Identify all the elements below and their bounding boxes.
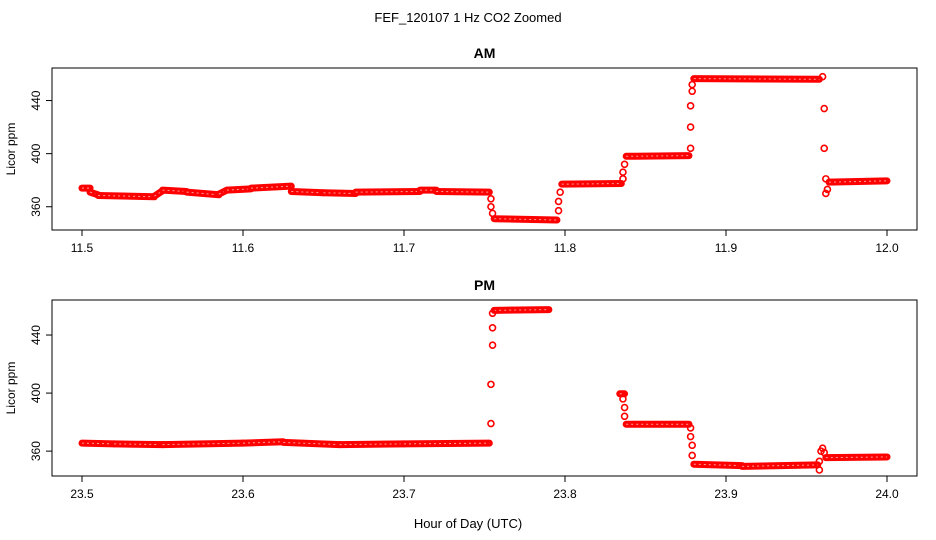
y-tick-label: 440 (29, 325, 43, 345)
data-trace-segment (738, 461, 822, 470)
data-trace-texture (494, 218, 557, 221)
y-axis-label: Licor ppm (4, 123, 18, 176)
data-trace-texture (693, 78, 820, 80)
panel-title: AM (474, 45, 496, 61)
data-point (686, 424, 695, 432)
data-point (822, 175, 830, 183)
data-trace-texture (98, 194, 155, 198)
y-tick-label: 360 (29, 441, 43, 461)
data-trace-texture (226, 188, 252, 191)
data-trace-texture (436, 190, 490, 193)
y-tick-label: 360 (29, 196, 43, 216)
data-trace-segment (279, 438, 344, 449)
data-trace-texture (825, 456, 888, 459)
x-tick-label: 11.5 (71, 241, 94, 255)
data-trace-texture (162, 442, 244, 446)
x-tick-label: 11.7 (393, 241, 416, 255)
data-point (822, 189, 830, 198)
x-tick-label: 24.0 (875, 487, 899, 501)
data-point (688, 451, 696, 460)
data-point (619, 168, 627, 177)
data-trace-texture (114, 443, 163, 446)
data-trace-texture (242, 441, 284, 444)
data-point (815, 466, 824, 474)
y-axis-label: Licor ppm (4, 362, 18, 415)
data-point (487, 380, 495, 389)
data-point (487, 194, 495, 203)
data-trace-texture (323, 192, 356, 194)
data-trace-texture (355, 190, 421, 193)
x-tick-label: 12.0 (875, 241, 899, 255)
data-point (818, 444, 827, 453)
data-trace-texture (251, 185, 292, 189)
x-tick-label: 23.5 (70, 487, 94, 501)
y-tick-label: 440 (29, 90, 43, 110)
x-tick-label: 11.9 (715, 241, 738, 255)
data-point (554, 206, 563, 215)
data-trace-texture (218, 189, 228, 195)
data-point (620, 160, 629, 169)
data-trace-segment (400, 439, 493, 448)
data-trace-segment (336, 440, 408, 449)
data-trace-texture (89, 191, 99, 196)
data-trace-texture (626, 155, 689, 157)
data-trace-segment (825, 177, 891, 186)
data-point (688, 80, 696, 89)
x-tick-label: 23.8 (553, 487, 577, 501)
data-trace-segment (352, 187, 424, 196)
data-point (818, 72, 827, 81)
data-point (554, 197, 563, 206)
y-tick-label: 400 (29, 143, 43, 163)
data-point (820, 448, 829, 457)
data-trace-segment (94, 191, 158, 201)
data-point (815, 457, 824, 466)
data-point (686, 144, 695, 153)
panel-pm: PM Licor ppm 23.5 23.6 23.7 23.8 23.9 24.0 360 40… (4, 277, 918, 501)
x-tick-label: 23.7 (392, 487, 416, 501)
data-point (820, 104, 829, 113)
data-point (488, 323, 497, 332)
data-trace-texture (283, 441, 340, 446)
x-tick-label: 11.8 (554, 241, 577, 255)
x-tick-label: 23.9 (714, 487, 738, 501)
data-trace-texture (494, 309, 549, 311)
data-point (488, 309, 497, 318)
data-trace-texture (154, 190, 163, 197)
data-point (487, 202, 495, 211)
data-point (820, 144, 829, 153)
data-trace-texture (162, 189, 187, 192)
panel-title: PM (474, 277, 495, 293)
data-point (686, 432, 695, 441)
data-trace-texture (693, 463, 743, 467)
data-trace-texture (291, 190, 324, 194)
data-point (686, 102, 695, 110)
data-point (556, 188, 564, 196)
data-point (620, 403, 629, 412)
data-point (487, 419, 495, 428)
data-trace-texture (339, 443, 405, 446)
panel-am: AM Licor ppm 11.5 11.6 11.7 11.8 11.9 12.0 360 40… (4, 45, 918, 255)
x-tick-label: 23.6 (231, 487, 255, 501)
data-trace-texture (403, 442, 490, 445)
plot-frame (51, 299, 918, 477)
data-trace-texture (81, 442, 115, 445)
data-point (620, 412, 629, 421)
x-tick-label: 11.6 (232, 241, 255, 255)
data-point (686, 123, 695, 131)
data-point (823, 185, 832, 194)
figure-xlabel: Hour of Day (UTC) (414, 516, 522, 531)
data-point (688, 441, 696, 450)
data-point (488, 209, 497, 218)
data-trace-segment (558, 180, 625, 188)
data-point (488, 341, 497, 349)
figure-title: FEF_120107 1 Hz CO2 Zoomed (374, 10, 561, 25)
y-tick-label: 400 (29, 383, 43, 403)
plot-frame (51, 67, 918, 231)
data-trace-texture (186, 191, 219, 196)
data-point (619, 395, 627, 403)
